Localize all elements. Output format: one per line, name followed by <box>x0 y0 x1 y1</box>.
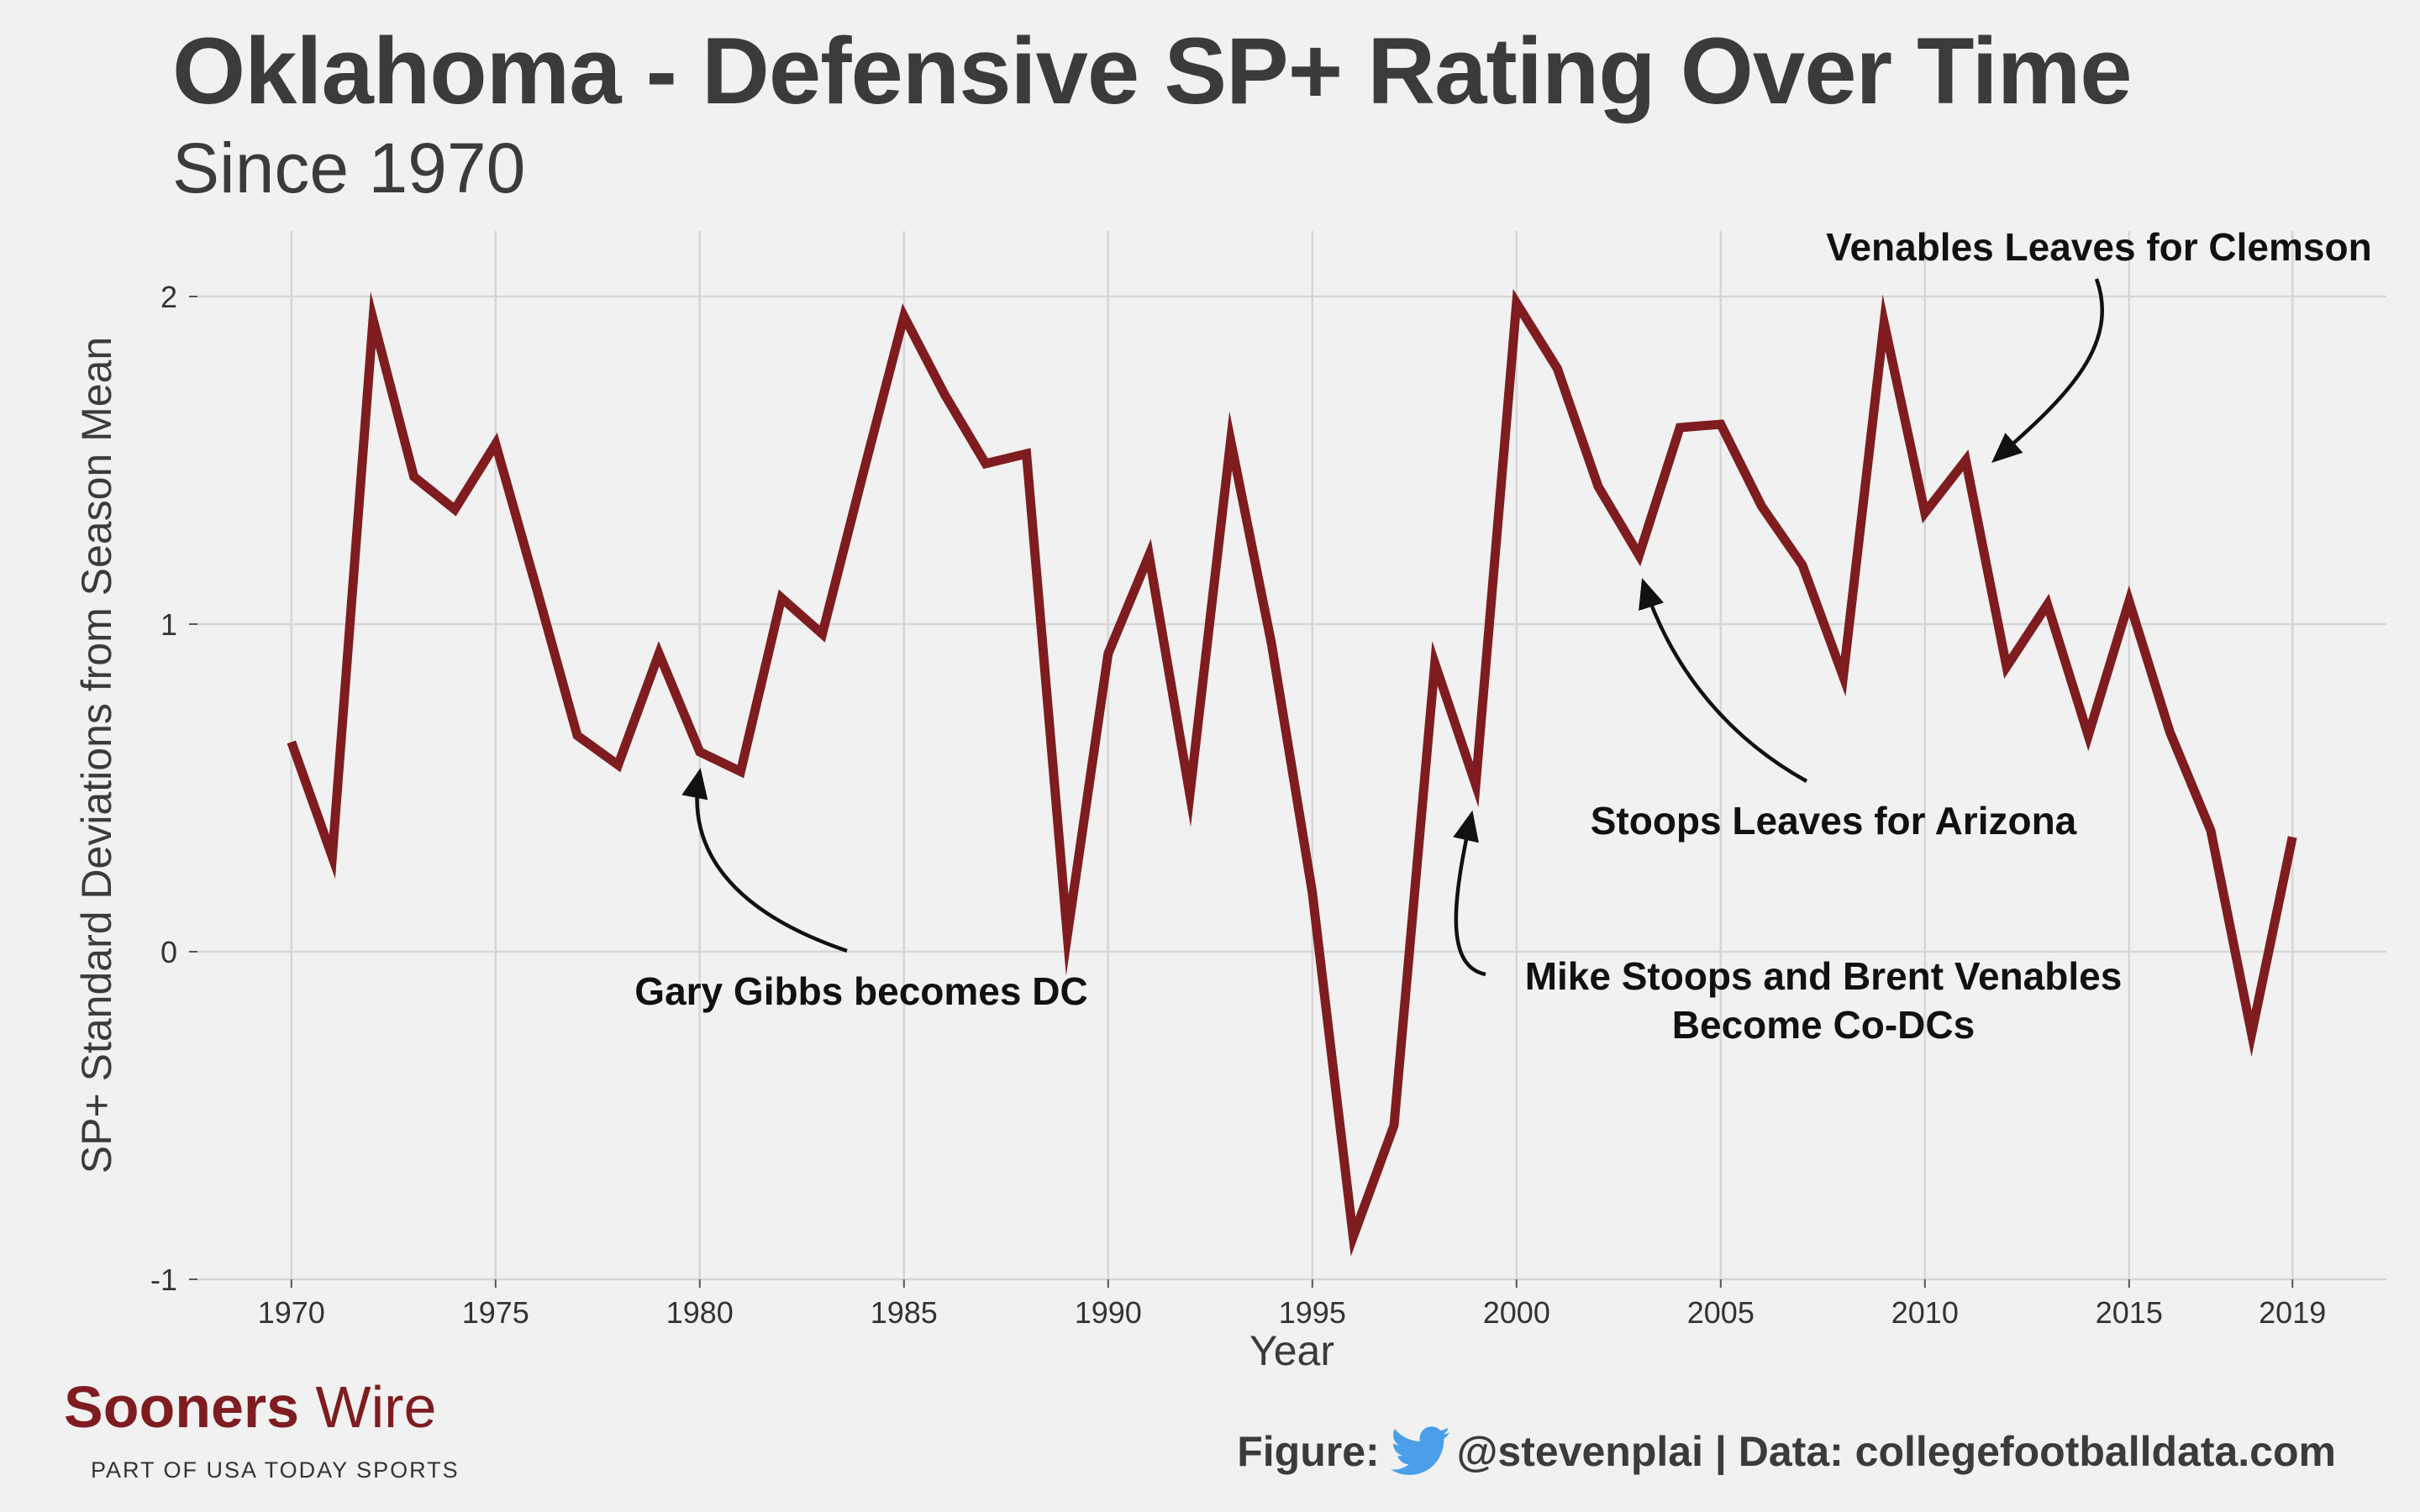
annotation-label: Gary Gibbs becomes DC <box>634 969 1087 1013</box>
annotation-label: Venables Leaves for Clemson <box>1826 225 2371 269</box>
x-tick-label: 2005 <box>1687 1295 1754 1330</box>
series-line <box>287 288 2297 1257</box>
annotation-arrow <box>681 768 848 953</box>
x-tick-label: 2010 <box>1891 1295 1959 1330</box>
y-tick-label: 1 <box>160 607 177 642</box>
x-tick-label: 2000 <box>1483 1295 1550 1330</box>
x-tick-label: 1995 <box>1279 1295 1346 1330</box>
annotation-label-line: Stoops Leaves for Arizona <box>1591 799 2077 843</box>
y-tick-label: -1 <box>150 1263 177 1297</box>
x-tick-label: 1990 <box>1075 1295 1142 1330</box>
annotation-label: Stoops Leaves for Arizona <box>1591 799 2077 843</box>
twitter-bird-icon <box>1390 1426 1452 1477</box>
caption-handle-source: @stevenplai | Data: collegefootballdata.… <box>1456 1428 2336 1475</box>
y-tick-label: 2 <box>160 280 177 314</box>
annotation-arrow <box>1453 810 1486 977</box>
x-tick-label: 2019 <box>2259 1295 2326 1330</box>
caption-figure-label: Figure: <box>1237 1428 1380 1475</box>
brand-name-bold: Sooners <box>64 1374 300 1440</box>
brand-logo: Sooners Wire <box>64 1378 436 1436</box>
x-tick-label: 1970 <box>258 1295 325 1330</box>
y-tick-label: 0 <box>160 935 177 969</box>
annotation-arrow <box>1639 578 1808 783</box>
x-axis-title: Year <box>1249 1327 1334 1374</box>
brand-name-light: Wire <box>299 1374 437 1440</box>
annotation-label-line: Gary Gibbs becomes DC <box>634 969 1087 1013</box>
brand-tagline: PART OF USA TODAY SPORTS <box>91 1457 460 1483</box>
chart-title: Oklahoma - Defensive SP+ Rating Over Tim… <box>172 18 2133 123</box>
annotation-label-line: Mike Stoops and Brent Venables <box>1525 954 2123 998</box>
x-tick-label: 2015 <box>2096 1295 2163 1330</box>
x-tick-label: 1985 <box>871 1295 938 1330</box>
annotation-arrow <box>1991 278 2104 463</box>
x-tick-label: 1980 <box>666 1295 734 1330</box>
y-axis-title: SP+ Standard Deviations from Season Mean <box>73 337 120 1173</box>
chart-subtitle: Since 1970 <box>172 129 526 207</box>
annotation-label: Mike Stoops and Brent Venables Become Co-… <box>1525 954 2123 1047</box>
figure-caption: Figure: @stevenplai | Data: collegefootb… <box>1237 1426 2336 1477</box>
annotation-label-line: Venables Leaves for Clemson <box>1826 225 2371 269</box>
annotation-label-line: Become Co-DCs <box>1672 1003 1975 1047</box>
x-tick-label: 1975 <box>462 1295 529 1330</box>
